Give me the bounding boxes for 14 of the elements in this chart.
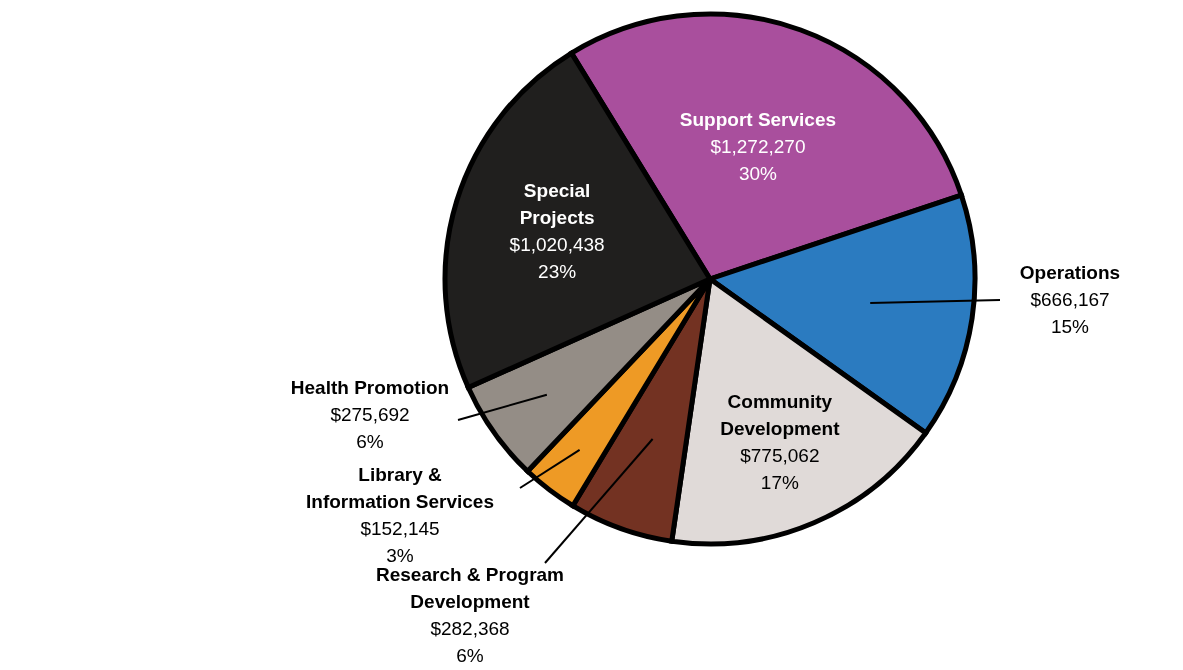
data-label: $1,272,270 30%: [710, 136, 806, 185]
slice-label: Health Promotion: [290, 377, 450, 398]
data-label: $152,145 3%: [360, 517, 440, 566]
data-label: $775,062 17%: [740, 445, 820, 494]
data-label: $282,368 6%: [430, 617, 510, 666]
data-label: $666,167 15%: [1030, 289, 1110, 337]
data-label: $275,692 6%: [330, 404, 410, 452]
legend-label: Library & Information Services: [306, 463, 494, 512]
slice-label: Support Services: [679, 109, 837, 131]
slice-label: Special Projects: [519, 180, 595, 229]
slice-label: Community Development: [720, 391, 841, 440]
slice-label: Operations: [1019, 262, 1121, 283]
data-label: $1,020,438 23%: [509, 234, 605, 283]
slice-label: Research & Program Development: [376, 563, 564, 612]
